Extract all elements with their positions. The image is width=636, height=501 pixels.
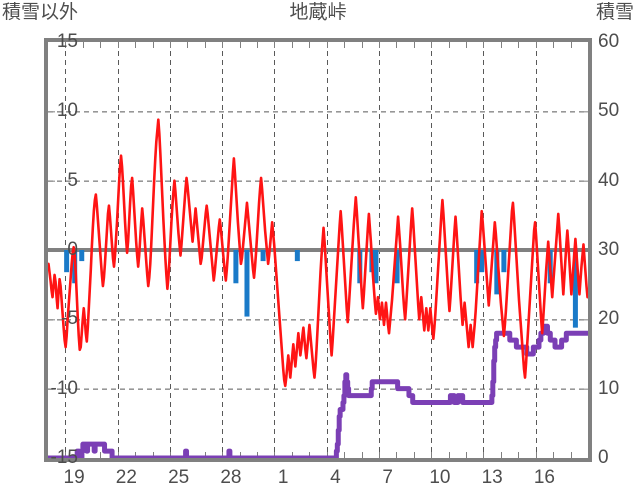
left-tick-label: 10 (56, 100, 78, 122)
x-tick-label: 1 (277, 467, 289, 488)
x-tick-label: 10 (429, 467, 451, 488)
right-axis-title: 積雪 (595, 2, 634, 23)
chart-title: 地蔵峠 (289, 2, 347, 23)
x-tick-label: 19 (63, 467, 85, 488)
x-tick-label: 7 (382, 467, 393, 488)
left-axis-title: 積雪以外 (2, 2, 79, 23)
left-tick-label: 5 (67, 169, 78, 191)
x-tick-label: 4 (330, 467, 341, 488)
right-tick-label: 50 (598, 100, 620, 122)
right-tick-label: 40 (598, 169, 620, 191)
x-tick-label: 16 (533, 467, 556, 488)
right-tick-label: 10 (598, 377, 620, 399)
x-tick-label: 25 (168, 467, 190, 488)
right-tick-label: 0 (598, 447, 609, 468)
left-tick-label: -5 (61, 308, 78, 330)
right-tick-label: 30 (598, 239, 620, 260)
plot-inner (48, 42, 588, 458)
chart-svg (48, 42, 588, 458)
x-tick-label: 13 (481, 467, 503, 488)
x-tick-label: 22 (115, 467, 137, 488)
x-tick-label: 28 (220, 467, 242, 488)
left-tick-label: 15 (56, 31, 78, 52)
right-tick-label: 60 (598, 31, 620, 52)
left-tick-label: 0 (67, 239, 78, 260)
plot-area (44, 38, 592, 462)
left-tick-label: -15 (50, 447, 78, 468)
left-tick-label: -10 (50, 377, 78, 399)
right-tick-label: 20 (598, 308, 620, 330)
